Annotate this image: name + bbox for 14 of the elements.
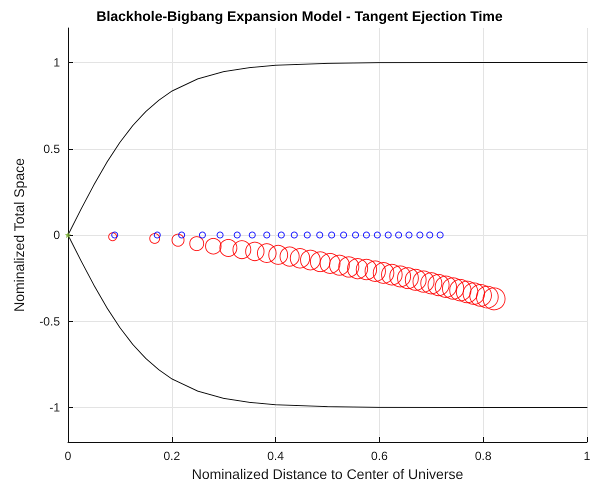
x-tick-label: 0.4 (267, 449, 284, 463)
y-tick-label: 0.5 (43, 142, 60, 156)
y-tick-label: -0.5 (39, 314, 60, 328)
y-axis-title: Nominalized Total Space (11, 158, 27, 312)
x-tick-label: 0.2 (163, 449, 180, 463)
x-tick-label: 0 (64, 449, 72, 463)
y-tick-label: 1 (53, 56, 60, 70)
y-tick-label: 0 (53, 228, 60, 242)
chart-title: Blackhole-Bigbang Expansion Model - Tangent Ejection Time (96, 8, 503, 24)
y-tick-label: -1 (49, 400, 60, 414)
x-tick-label: 0.8 (474, 449, 492, 463)
x-axis-title: Nominalized Distance to Center of Universe (192, 466, 464, 482)
x-tick-label: 0.6 (371, 449, 388, 463)
x-tick-label: 1 (584, 449, 591, 463)
